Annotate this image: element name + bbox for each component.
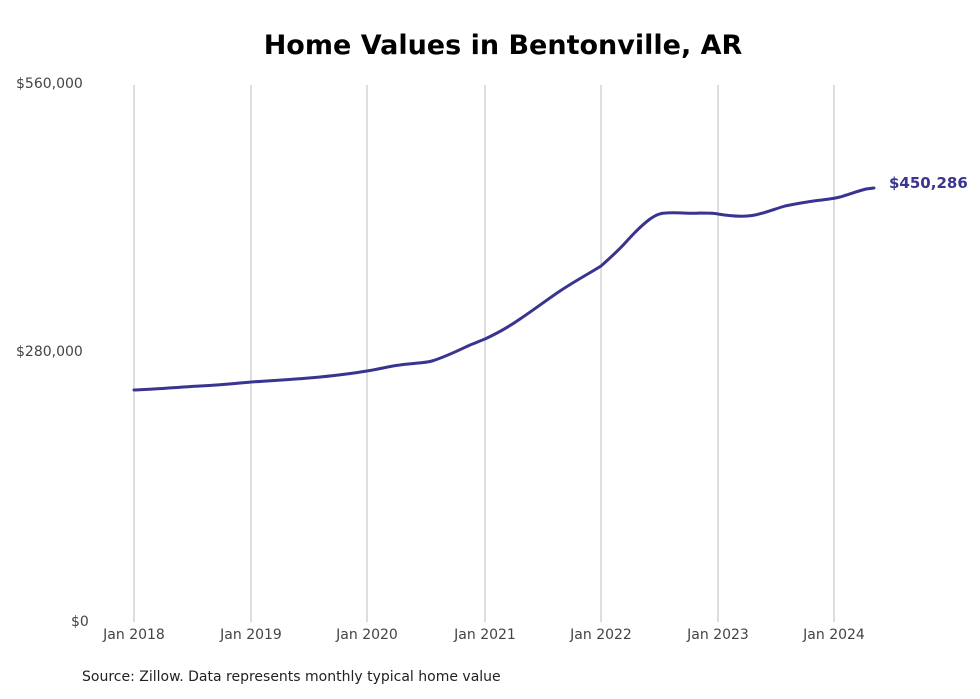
x-tick-2024: Jan 2024 [803, 627, 865, 643]
y-tick-0: $0 [71, 614, 89, 630]
source-note: Source: Zillow. Data represents monthly … [82, 669, 501, 685]
latest-value-label: $450,286 [889, 174, 968, 192]
y-tick-280000: $280,000 [16, 344, 83, 360]
home-value-line [132, 186, 876, 392]
x-tick-2021: Jan 2021 [454, 627, 516, 643]
gridlines [133, 85, 835, 622]
x-tick-2022: Jan 2022 [570, 627, 632, 643]
x-tick-2020: Jan 2020 [336, 627, 398, 643]
x-tick-2019: Jan 2019 [220, 627, 282, 643]
y-tick-560000: $560,000 [16, 76, 83, 92]
x-tick-2018: Jan 2018 [103, 627, 165, 643]
x-tick-2023: Jan 2023 [687, 627, 749, 643]
chart-title: Home Values in Bentonville, AR [263, 30, 743, 61]
